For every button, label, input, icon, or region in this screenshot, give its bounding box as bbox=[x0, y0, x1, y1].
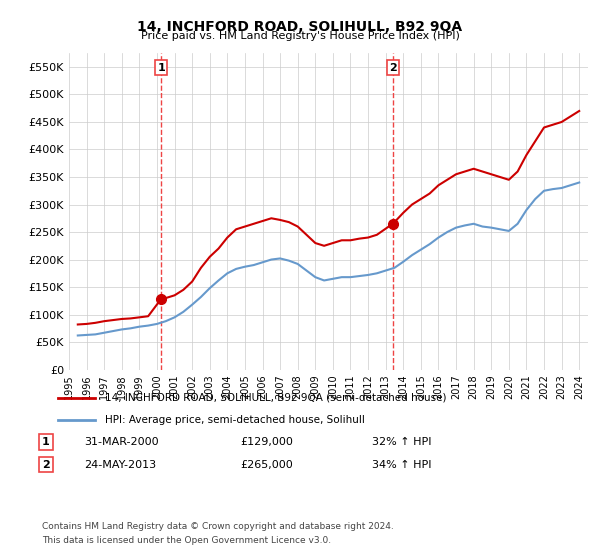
Text: This data is licensed under the Open Government Licence v3.0.: This data is licensed under the Open Gov… bbox=[42, 536, 331, 545]
Text: 32% ↑ HPI: 32% ↑ HPI bbox=[372, 437, 431, 447]
Text: 34% ↑ HPI: 34% ↑ HPI bbox=[372, 460, 431, 470]
Text: 24-MAY-2013: 24-MAY-2013 bbox=[84, 460, 156, 470]
Text: Price paid vs. HM Land Registry's House Price Index (HPI): Price paid vs. HM Land Registry's House … bbox=[140, 31, 460, 41]
Text: 31-MAR-2000: 31-MAR-2000 bbox=[84, 437, 158, 447]
Text: Contains HM Land Registry data © Crown copyright and database right 2024.: Contains HM Land Registry data © Crown c… bbox=[42, 522, 394, 531]
Text: 1: 1 bbox=[42, 437, 50, 447]
Text: 2: 2 bbox=[389, 63, 397, 73]
Text: 14, INCHFORD ROAD, SOLIHULL, B92 9QA (semi-detached house): 14, INCHFORD ROAD, SOLIHULL, B92 9QA (se… bbox=[106, 393, 447, 403]
Text: 2: 2 bbox=[42, 460, 50, 470]
Text: £265,000: £265,000 bbox=[240, 460, 293, 470]
Text: 1: 1 bbox=[157, 63, 165, 73]
Text: HPI: Average price, semi-detached house, Solihull: HPI: Average price, semi-detached house,… bbox=[106, 415, 365, 425]
Text: £129,000: £129,000 bbox=[240, 437, 293, 447]
Text: 14, INCHFORD ROAD, SOLIHULL, B92 9QA: 14, INCHFORD ROAD, SOLIHULL, B92 9QA bbox=[137, 20, 463, 34]
